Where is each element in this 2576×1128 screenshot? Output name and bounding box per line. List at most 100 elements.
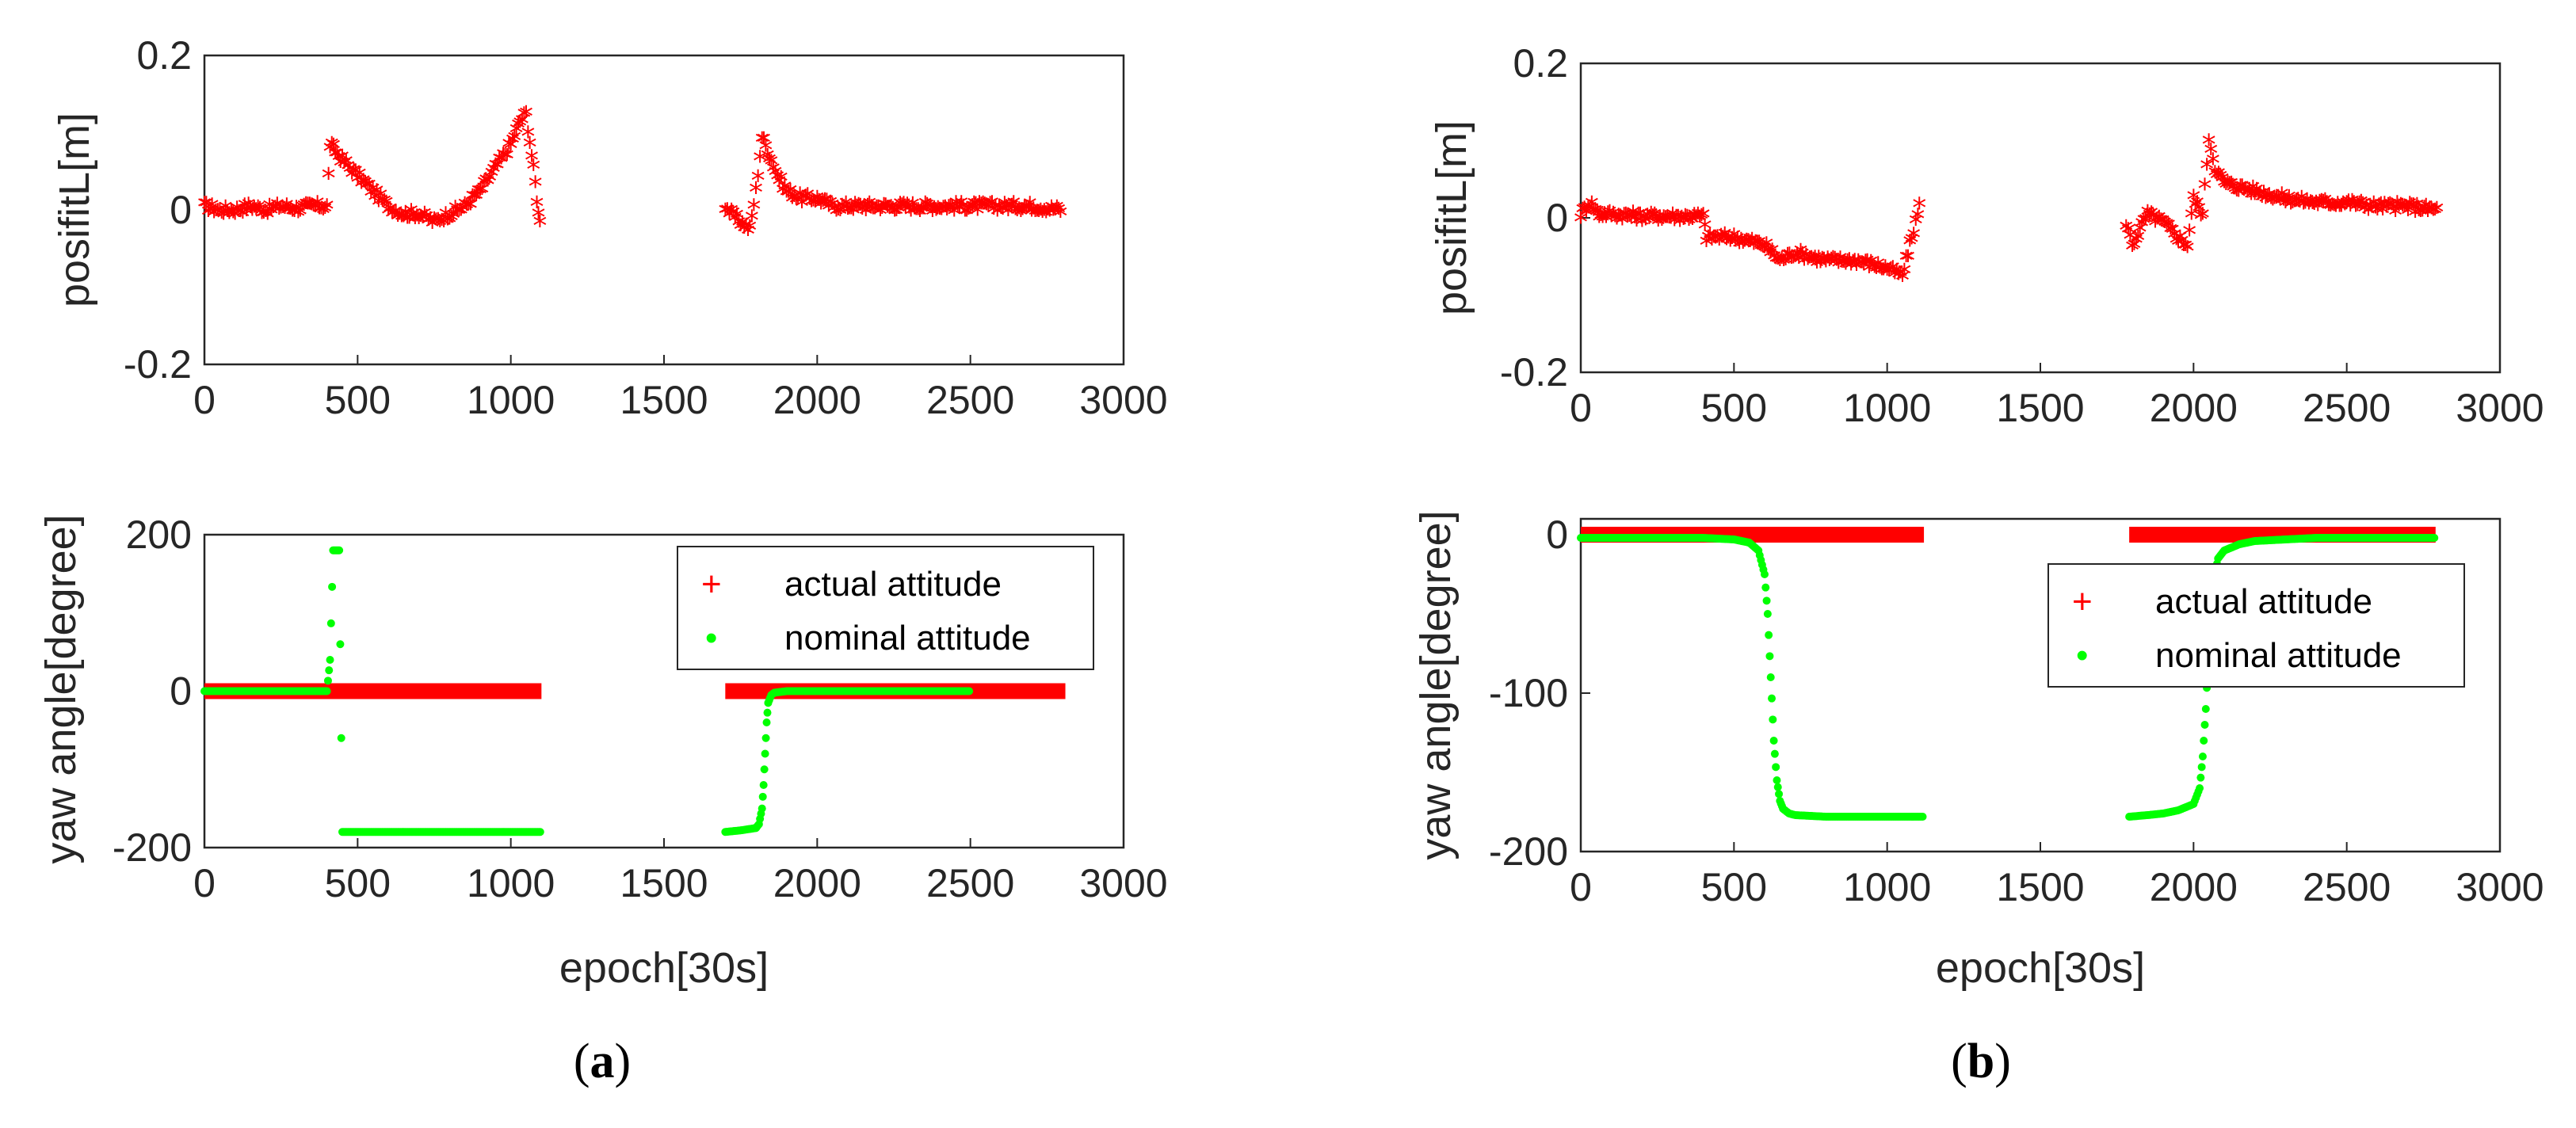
position-point: * (1689, 204, 1704, 237)
position-point: * (2273, 187, 2288, 219)
position-point: * (1657, 205, 1671, 238)
position-point: * (1589, 198, 1603, 231)
position-point: * (734, 214, 748, 246)
position-point: * (481, 169, 495, 201)
position-point: * (366, 177, 380, 209)
position-point: * (2337, 192, 2352, 225)
position-point: * (1811, 245, 1826, 277)
position-point: * (2325, 192, 2339, 225)
position-point: * (2182, 219, 2196, 252)
position-point: * (728, 206, 742, 238)
position-point: * (2305, 192, 2319, 224)
position-point: * (270, 192, 284, 224)
nominal-attitude-point (1772, 763, 1780, 772)
position-point: * (393, 203, 407, 235)
legend-nominal-label: nominal attitude (784, 619, 1031, 657)
position-point: * (410, 204, 424, 236)
position-point: * (1776, 249, 1791, 281)
position-point: * (1647, 202, 1662, 234)
position-point: * (396, 205, 410, 238)
position-point: * (483, 166, 497, 198)
nominal-attitude-point (761, 734, 770, 742)
position-point: * (780, 181, 794, 213)
position-point: * (1806, 247, 1820, 280)
position-point: * (498, 143, 512, 175)
position-point: * (739, 213, 754, 246)
position-point: * (1765, 238, 1780, 271)
position-point: * (875, 196, 889, 229)
position-point: * (938, 195, 952, 227)
position-point: * (2377, 192, 2391, 224)
position-point: * (2363, 193, 2377, 226)
x-tick-label: 1500 (620, 861, 708, 905)
position-point: * (1592, 205, 1606, 238)
position-point: * (2181, 235, 2195, 268)
position-point: * (373, 183, 387, 215)
position-point: * (2347, 190, 2361, 223)
position-point: * (746, 194, 761, 227)
position-point: * (864, 194, 879, 227)
x-tick-label: 1500 (620, 378, 708, 422)
position-point: * (1849, 253, 1864, 286)
x-tick-label: 500 (325, 861, 391, 905)
position-point: * (2291, 188, 2305, 220)
position-point: * (1028, 200, 1043, 232)
position-point: * (1868, 256, 1882, 288)
position-point: * (1033, 198, 1048, 231)
legend-box (2047, 563, 2465, 688)
position-point: * (1596, 206, 1610, 238)
position-point: * (224, 199, 239, 231)
position-point: * (1821, 246, 1835, 279)
position-point: * (2127, 233, 2141, 265)
position-point: * (1793, 238, 1807, 271)
nominal-attitude-point (1763, 610, 1772, 618)
position-point: * (2196, 203, 2210, 235)
position-point: * (1579, 200, 1593, 232)
position-point: * (1799, 243, 1813, 276)
position-point: * (1680, 204, 1694, 237)
position-point: * (347, 158, 361, 190)
position-point: * (1894, 261, 1908, 293)
position-point: * (737, 216, 751, 249)
position-point: * (339, 150, 353, 182)
position-point: * (1642, 207, 1656, 239)
position-point: * (529, 170, 543, 203)
position-point: * (332, 145, 346, 177)
position-point: * (414, 204, 428, 237)
position-point: * (1902, 230, 1917, 262)
position-point: * (2186, 185, 2200, 217)
position-point: * (2421, 200, 2435, 232)
position-point: * (2171, 230, 2185, 262)
position-point: * (304, 193, 319, 226)
position-point: * (2241, 180, 2255, 212)
position-point: * (1743, 230, 1757, 262)
position-point: * (1704, 228, 1719, 261)
position-point: * (2158, 211, 2172, 243)
position-point: * (1886, 255, 1900, 288)
position-point: * (2394, 192, 2408, 225)
position-point: * (446, 203, 460, 235)
position-point: * (1017, 196, 1032, 228)
position-point: * (2276, 188, 2291, 220)
position-point: * (2316, 189, 2330, 222)
position-point: * (456, 196, 470, 228)
position-point: * (2147, 204, 2161, 236)
position-point: * (219, 195, 233, 227)
position-point: * (1901, 245, 1915, 277)
position-point: * (1012, 197, 1026, 230)
position-point: * (1633, 202, 1647, 234)
position-point: * (1583, 195, 1597, 227)
position-point: * (452, 199, 466, 231)
position-point: * (427, 207, 441, 239)
position-point: * (507, 125, 521, 158)
position-point: * (487, 157, 501, 189)
position-point: * (465, 184, 479, 216)
position-point: * (2428, 198, 2442, 231)
position-point: * (1016, 197, 1030, 230)
position-point: * (1880, 258, 1895, 291)
position-point: * (1602, 200, 1616, 232)
position-point: * (255, 201, 269, 234)
position-point: * (776, 177, 790, 210)
x-tick-label: 500 (1701, 865, 1767, 909)
position-point: * (2405, 192, 2419, 225)
